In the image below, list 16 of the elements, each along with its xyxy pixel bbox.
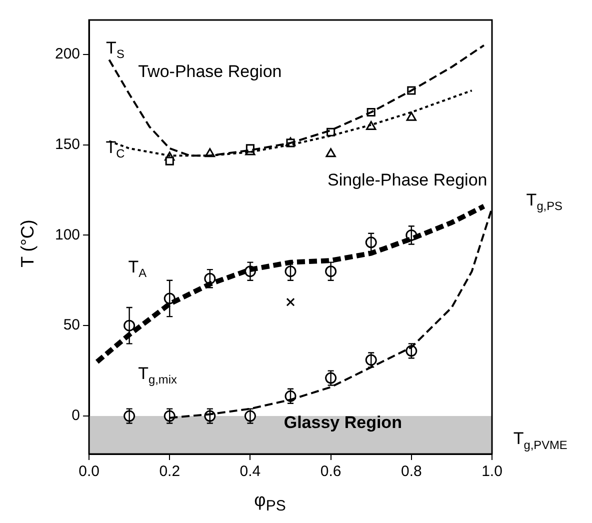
annotation: Glassy Region [284, 412, 402, 432]
x-tick-label: 0.0 [78, 463, 100, 480]
x-tick-label: 0.2 [159, 463, 180, 480]
y-tick-label: 100 [54, 226, 80, 244]
y-axis-title: T (°C) [18, 219, 38, 267]
annotation: Single-Phase Region [328, 170, 488, 190]
y-tick-label: 50 [63, 316, 80, 334]
x-tick-label: 1.0 [482, 463, 502, 480]
x-tick-label: 0.4 [240, 463, 261, 480]
x-tick-label: 0.8 [400, 463, 422, 480]
y-tick-label: 200 [54, 46, 80, 62]
y-tick-label: 150 [54, 136, 80, 153]
y-tick-label: 0 [72, 407, 80, 424]
x-axis-title: φ$_{PS}$ [253, 490, 287, 515]
x-tick-label: 0.6 [320, 463, 342, 480]
annotation: Two-Phase Region [138, 62, 282, 82]
